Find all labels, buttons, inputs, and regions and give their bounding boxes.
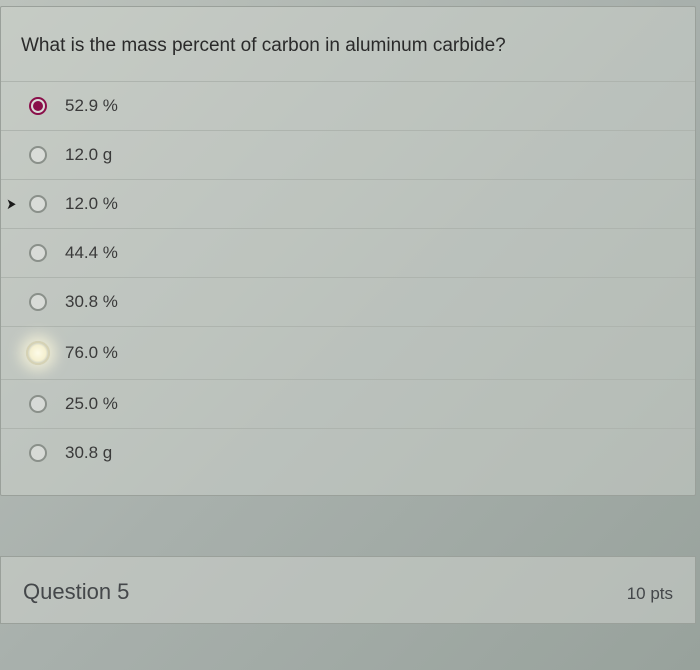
radio-icon[interactable] bbox=[29, 97, 47, 115]
radio-icon[interactable] bbox=[29, 444, 47, 462]
answer-option[interactable]: 25.0 % bbox=[1, 379, 695, 428]
question-card: What is the mass percent of carbon in al… bbox=[0, 6, 696, 496]
answer-label: 76.0 % bbox=[65, 343, 118, 363]
next-question-title: Question 5 bbox=[23, 579, 129, 605]
question-prompt: What is the mass percent of carbon in al… bbox=[1, 7, 695, 81]
answer-label: 12.0 g bbox=[65, 145, 112, 165]
answer-option[interactable]: ➤ 12.0 % bbox=[1, 179, 695, 228]
radio-icon[interactable] bbox=[29, 195, 47, 213]
quiz-page: What is the mass percent of carbon in al… bbox=[0, 0, 700, 670]
answer-label: 44.4 % bbox=[65, 243, 118, 263]
answer-label: 25.0 % bbox=[65, 394, 118, 414]
answer-option[interactable]: 12.0 g bbox=[1, 130, 695, 179]
answer-option[interactable]: 44.4 % bbox=[1, 228, 695, 277]
answer-option[interactable]: 76.0 % bbox=[1, 326, 695, 379]
radio-icon[interactable] bbox=[29, 395, 47, 413]
answer-option[interactable]: 30.8 % bbox=[1, 277, 695, 326]
radio-icon[interactable] bbox=[29, 293, 47, 311]
answer-label: 30.8 % bbox=[65, 292, 118, 312]
answer-option[interactable]: 52.9 % bbox=[1, 81, 695, 130]
answer-label: 52.9 % bbox=[65, 96, 118, 116]
answer-label: 30.8 g bbox=[65, 443, 112, 463]
radio-icon[interactable] bbox=[29, 146, 47, 164]
answer-label: 12.0 % bbox=[65, 194, 118, 214]
answer-option[interactable]: 30.8 g bbox=[1, 428, 695, 477]
next-question-points: 10 pts bbox=[627, 584, 673, 604]
radio-icon[interactable] bbox=[29, 244, 47, 262]
answer-options: 52.9 % 12.0 g ➤ 12.0 % 44.4 % 30.8 % 76.0 % 25.… bbox=[1, 81, 695, 495]
next-question-header: Question 5 10 pts bbox=[0, 556, 696, 624]
cursor-icon: ➤ bbox=[6, 195, 16, 213]
radio-icon[interactable] bbox=[26, 341, 50, 365]
